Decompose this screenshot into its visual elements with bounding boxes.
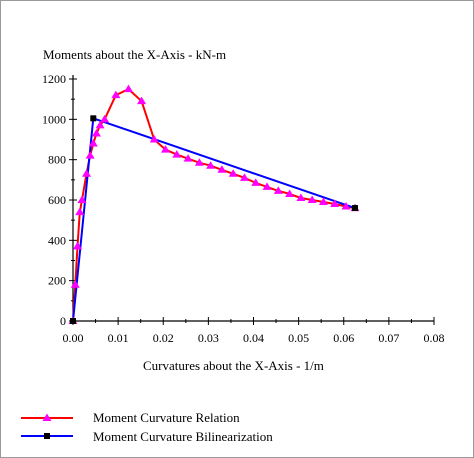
relation-point — [307, 195, 317, 203]
relation-point — [124, 84, 134, 93]
series-bilinearization-line — [72, 116, 356, 322]
y-axis-label: Moments about the X-Axis - kN-m — [43, 47, 226, 62]
relation-point — [85, 151, 95, 159]
relation-point — [91, 128, 101, 137]
y-tick-label: 1000 — [42, 112, 66, 126]
relation-point — [228, 169, 238, 177]
relation-point — [172, 150, 182, 158]
x-tick-label: 0.07 — [378, 331, 399, 345]
relation-point — [70, 280, 80, 288]
x-tick-label: 0.00 — [63, 331, 84, 345]
axes: 0 200 400 600 800 1000 1200 0.00 0.01 0.02 0.03 0.0… — [42, 72, 445, 345]
relation-point — [77, 195, 87, 203]
series-layer — [68, 84, 360, 324]
x-tick-label: 0.05 — [288, 331, 309, 345]
legend-label-bilinearization: Moment Curvature Bilinearization — [93, 429, 273, 444]
relation-point — [318, 197, 328, 206]
relation-point — [161, 145, 171, 153]
relation-point — [88, 139, 98, 147]
legend-item-bilinearization: Moment Curvature Bilinearization — [21, 429, 273, 444]
x-tick-label: 0.04 — [243, 331, 264, 345]
relation-point — [82, 169, 92, 177]
x-tick-label: 0.08 — [424, 331, 445, 345]
x-tick-label: 0.06 — [333, 331, 354, 345]
relation-point — [73, 241, 83, 250]
legend: Moment Curvature Relation Moment Curvatu… — [21, 410, 273, 444]
relation-point — [95, 120, 105, 129]
relation-point — [262, 182, 272, 190]
series-relation-line — [72, 88, 356, 322]
relation-point — [217, 165, 227, 173]
relation-point — [296, 193, 306, 201]
bilinearization-point — [352, 205, 359, 212]
relation-point — [149, 135, 159, 143]
y-tick-label: 800 — [48, 153, 66, 167]
relation-point — [183, 154, 193, 162]
relation-point — [206, 161, 216, 169]
x-tick-label: 0.03 — [198, 331, 219, 345]
y-tick-label: 0 — [60, 314, 66, 328]
relation-point — [239, 173, 249, 181]
relation-point — [111, 90, 121, 99]
y-tick-label: 600 — [48, 193, 66, 207]
legend-label-relation: Moment Curvature Relation — [93, 410, 240, 425]
x-tick-label: 0.01 — [108, 331, 129, 345]
bilinearization-point — [90, 115, 97, 122]
relation-point — [330, 199, 340, 208]
relation-point — [194, 158, 204, 166]
relation-point — [341, 201, 351, 210]
y-tick-label: 1200 — [42, 72, 66, 86]
legend-item-relation: Moment Curvature Relation — [21, 410, 240, 425]
relation-point — [251, 178, 261, 186]
legend-swatch-relation-marker — [42, 413, 52, 421]
y-tick-label: 200 — [48, 274, 66, 288]
relation-point — [137, 96, 147, 105]
relation-point — [285, 189, 295, 197]
x-tick-label: 0.02 — [153, 331, 174, 345]
x-axis-label: Curvatures about the X-Axis - 1/m — [143, 358, 324, 373]
y-tick-label: 400 — [48, 233, 66, 247]
bilinearization-point — [70, 318, 76, 324]
legend-swatch-bilinearization-marker — [44, 433, 50, 439]
relation-point — [273, 186, 283, 194]
relation-point — [100, 114, 110, 123]
relation-point — [75, 207, 85, 216]
